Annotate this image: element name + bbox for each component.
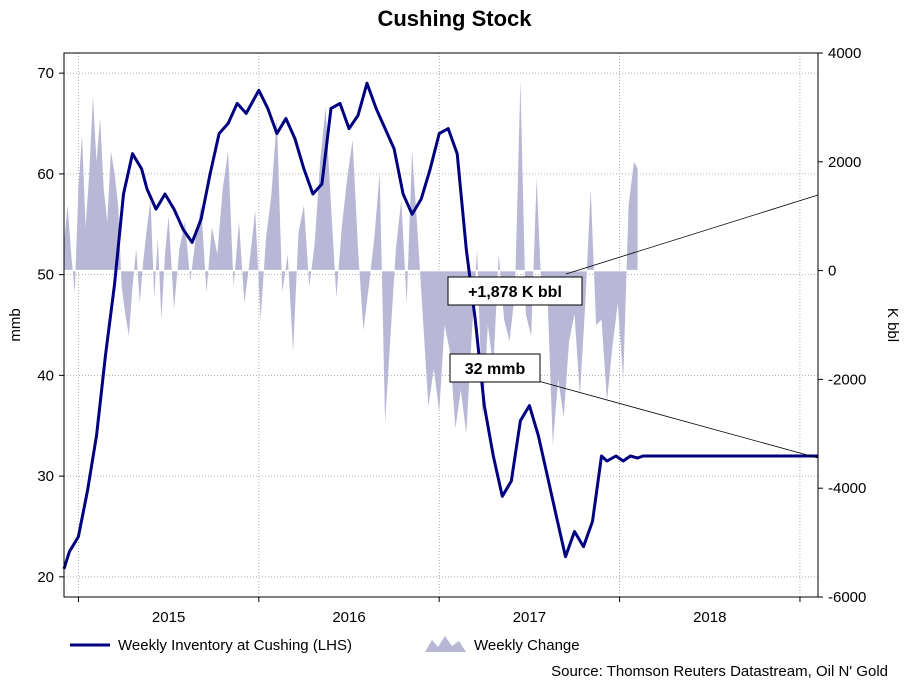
x-tick-label: 2016 — [332, 609, 365, 626]
callout-change-label: +1,878 K bbl — [468, 284, 562, 301]
legend-change-label: Weekly Change — [474, 637, 580, 654]
source-note: Source: Thomson Reuters Datastream, Oil … — [551, 663, 888, 680]
y-axis-left-label: mmb — [7, 308, 24, 341]
left-tick-label: 60 — [37, 166, 54, 183]
weekly-change-area-series — [64, 80, 818, 445]
callout-leader-line — [565, 194, 819, 275]
left-tick-label: 30 — [37, 468, 54, 485]
right-tick-label: -4000 — [828, 480, 866, 497]
grid-lines — [64, 53, 818, 597]
right-tick-label: 2000 — [828, 154, 861, 171]
x-tick-label: 2015 — [152, 609, 185, 626]
chart-title: Cushing Stock — [377, 6, 532, 31]
legend-inventory-label: Weekly Inventory at Cushing (LHS) — [118, 637, 352, 654]
left-tick-label: 50 — [37, 267, 54, 284]
left-tick-label: 40 — [37, 367, 54, 384]
callout-leader-line — [537, 380, 819, 459]
inventory-line-series — [62, 81, 818, 570]
y-axis-right-label: K bbl — [884, 308, 901, 342]
right-tick-label: -2000 — [828, 371, 866, 388]
annotations: +1,878 K bbl 32 mmb — [447, 194, 819, 459]
inventory-line — [62, 81, 818, 570]
legend-change-swatch — [425, 636, 466, 652]
callout-box — [449, 353, 541, 383]
left-tick-label: 70 — [37, 65, 54, 82]
callout-box — [447, 276, 583, 306]
x-tick-label: 2017 — [513, 609, 546, 626]
left-tick-label: 20 — [37, 569, 54, 586]
axes: 20 30 40 50 60 70 -6000 -4000 -2000 0 2000 4000 2015… — [7, 45, 901, 626]
x-tick-label: 2018 — [693, 609, 726, 626]
right-tick-label: 0 — [828, 263, 836, 280]
callout-inventory-label: 32 mmb — [465, 361, 526, 378]
right-tick-label: 4000 — [828, 45, 861, 62]
weekly-change-area — [64, 80, 638, 445]
plot-frame — [63, 52, 819, 598]
legend: Weekly Inventory at Cushing (LHS) Weekly … — [70, 636, 888, 680]
right-tick-label: -6000 — [828, 589, 866, 606]
